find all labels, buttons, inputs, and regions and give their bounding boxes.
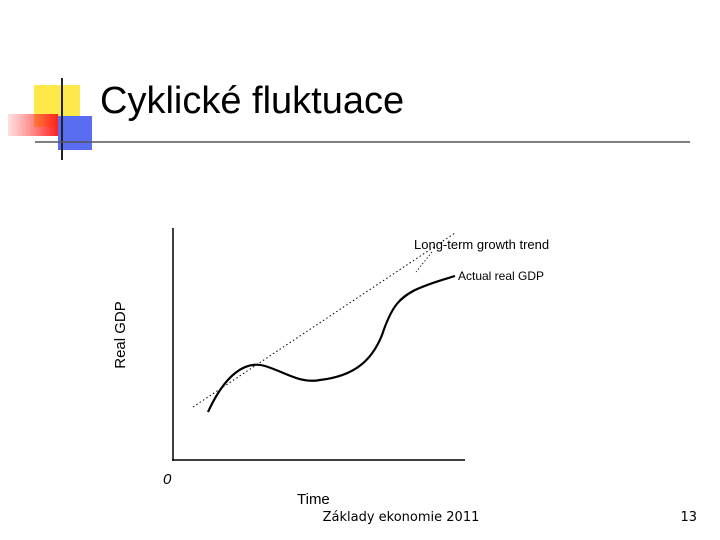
- trend-label: Long-term growth trend: [414, 237, 549, 252]
- y-axis-label: Real GDP: [112, 301, 129, 369]
- deco-red-bar: [8, 114, 58, 136]
- trend-line: [192, 232, 456, 408]
- actual-gdp-curve: [207, 274, 456, 413]
- x-axis-label: Time: [297, 491, 330, 508]
- page-number: 13: [680, 510, 697, 525]
- actual-label: Actual real GDP: [458, 269, 544, 283]
- origin-label: 0: [163, 471, 172, 488]
- footer-text: Základy ekonomie 2011: [323, 510, 480, 525]
- trend-pointer: [415, 251, 433, 273]
- deco-blue-square: [58, 116, 92, 150]
- slide-title: Cyklické fluktuace: [100, 80, 404, 122]
